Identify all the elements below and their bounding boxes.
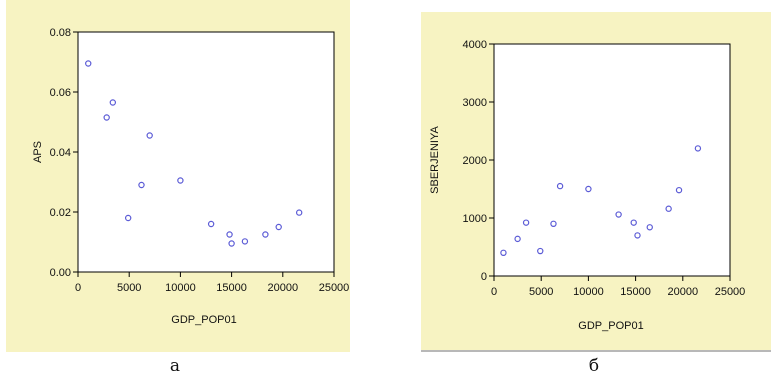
data-point xyxy=(124,214,132,222)
y-tick-label: 0.00 xyxy=(50,267,71,279)
data-point xyxy=(275,223,282,231)
data-point xyxy=(514,235,521,243)
x-tick-label: 5000 xyxy=(529,286,553,298)
caption-a: а xyxy=(169,356,181,376)
y-tick-label: 0.08 xyxy=(50,27,71,39)
x-axis-label: GDP_POP01 xyxy=(578,320,643,332)
data-point xyxy=(665,205,672,212)
data-point xyxy=(615,211,622,218)
data-point xyxy=(675,186,683,194)
y-tick-label: 4000 xyxy=(463,39,487,51)
data-point xyxy=(295,209,303,216)
y-tick-label: 0 xyxy=(481,271,487,283)
data-point xyxy=(634,232,641,239)
x-tick-label: 15000 xyxy=(620,286,651,298)
data-point xyxy=(138,181,145,189)
data-point xyxy=(146,132,153,139)
plot-area xyxy=(493,43,731,277)
y-tick-label: 2000 xyxy=(463,155,487,167)
x-tick-label: 15000 xyxy=(216,282,247,294)
x-tick-label: 0 xyxy=(491,286,497,298)
data-point xyxy=(585,185,592,193)
y-tick-label: 3000 xyxy=(463,97,487,109)
plot-area xyxy=(77,31,335,273)
y-axis-label: SBERJENIYA xyxy=(429,126,441,194)
x-tick-label: 10000 xyxy=(165,282,196,294)
x-tick-label: 5000 xyxy=(117,282,141,294)
data-point xyxy=(537,247,544,255)
data-point xyxy=(500,249,507,256)
chart-b: 0 5000 10000 15000 20000 25000 0 1000 2000 3000 40… xyxy=(421,12,771,352)
data-point xyxy=(694,145,702,152)
data-point xyxy=(103,114,110,121)
x-tick-label: 20000 xyxy=(268,282,299,294)
x-tick-label: 0 xyxy=(75,282,81,294)
data-point xyxy=(85,60,92,67)
data-point xyxy=(226,231,233,238)
data-point xyxy=(550,220,557,227)
x-tick-label: 10000 xyxy=(573,286,604,298)
data-point xyxy=(207,220,215,228)
data-point xyxy=(228,240,235,247)
x-tick-label: 20000 xyxy=(668,286,699,298)
x-axis-label: GDP_POP01 xyxy=(171,314,236,326)
data-point xyxy=(630,219,637,226)
x-tick-label: 25000 xyxy=(319,282,350,294)
data-point xyxy=(522,219,530,226)
data-point xyxy=(262,231,269,238)
y-tick-label: 0.02 xyxy=(50,207,71,219)
data-point xyxy=(109,99,117,106)
data-point xyxy=(646,224,653,231)
x-tick-label: 25000 xyxy=(715,286,746,298)
caption-b: б xyxy=(588,356,600,376)
data-point xyxy=(177,177,184,184)
data-point xyxy=(241,238,249,245)
y-axis-label: APS xyxy=(32,141,44,163)
data-point xyxy=(556,182,564,190)
y-tick-label: 1000 xyxy=(463,213,487,225)
y-tick-label: 0.04 xyxy=(50,147,71,159)
y-tick-label: 0.06 xyxy=(50,87,71,99)
chart-a: 0 5000 10000 15000 20000 25000 0.00 0.02 0.04 0.0… xyxy=(6,0,350,352)
